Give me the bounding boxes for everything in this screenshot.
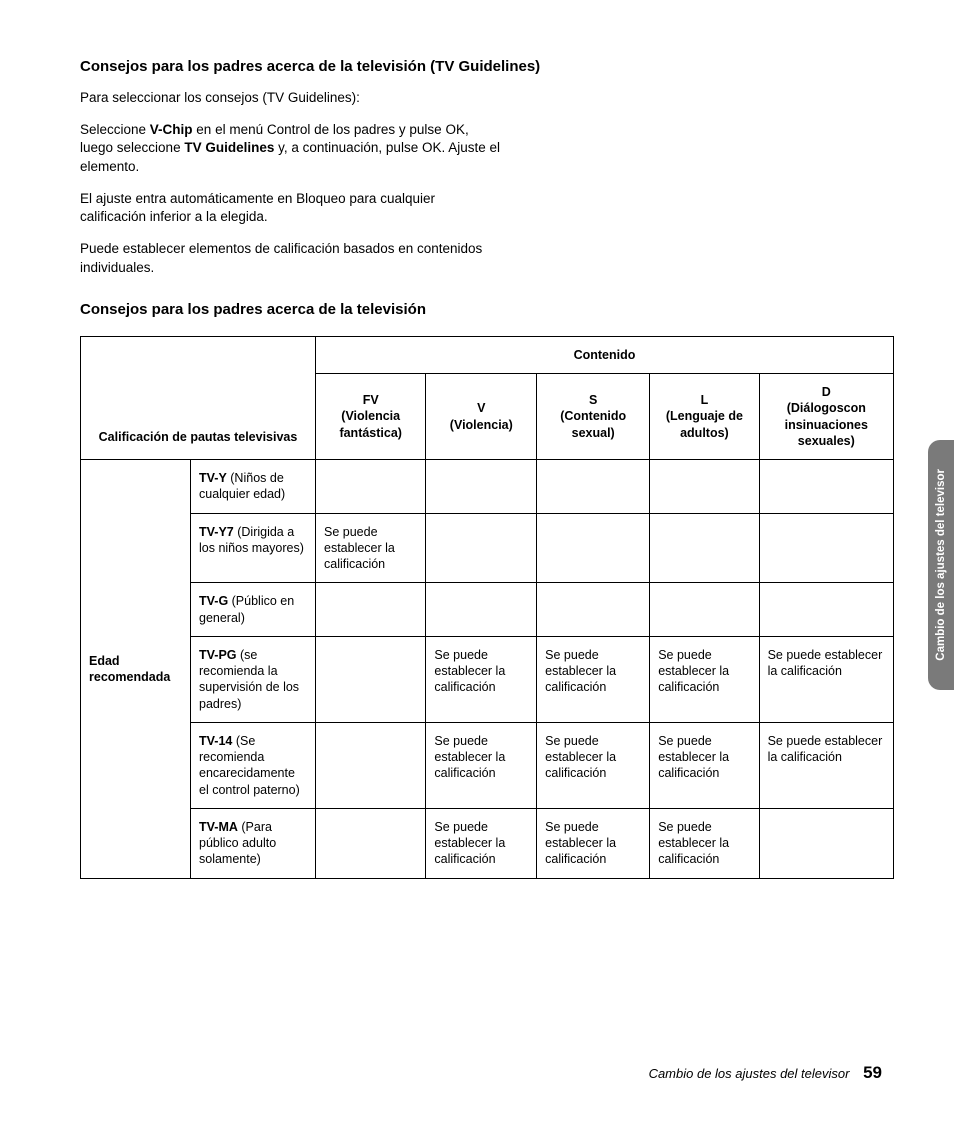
rating-cell: Se puede establecer la calificación bbox=[759, 722, 893, 808]
rating-cell bbox=[537, 513, 650, 583]
intro-text: Para seleccionar los consejos (TV Guidel… bbox=[80, 89, 500, 107]
rating-code: TV-G bbox=[199, 594, 228, 608]
rating-code: TV-Y7 bbox=[199, 525, 234, 539]
rating-cell: Se puede establecer la calificación bbox=[650, 636, 759, 722]
rating-cell: Se puede establecer la calificación bbox=[537, 722, 650, 808]
rating-cell: Se puede establecer la calificación bbox=[650, 808, 759, 878]
p1-d: TV Guidelines bbox=[184, 140, 274, 155]
th-d: D (Diálogoscon insinuaciones sexuales) bbox=[759, 374, 893, 460]
th-ratings: Calificación de pautas televisivas bbox=[81, 336, 316, 459]
th-s-b: S bbox=[589, 393, 597, 407]
rating-code: TV-Y bbox=[199, 471, 227, 485]
page-footer: Cambio de los ajustes del televisor 59 bbox=[649, 1063, 882, 1083]
rating-cell bbox=[537, 460, 650, 514]
rating-code: TV-PG bbox=[199, 648, 237, 662]
th-fv: FV (Violencia fantástica) bbox=[316, 374, 426, 460]
th-d-t: (Diálogoscon insinuaciones sexuales) bbox=[785, 401, 868, 448]
rating-cell bbox=[316, 583, 426, 637]
paragraph-3: Puede establecer elementos de calificaci… bbox=[80, 240, 500, 276]
rating-cell bbox=[537, 583, 650, 637]
th-fv-t: (Violencia fantástica) bbox=[339, 409, 402, 439]
th-s: S (Contenido sexual) bbox=[537, 374, 650, 460]
rating-cell: Se puede establecer la calificación bbox=[537, 808, 650, 878]
th-v-t: (Violencia) bbox=[450, 418, 513, 432]
rating-cell: Se puede establecer la calificación bbox=[316, 513, 426, 583]
th-s-t: (Contenido sexual) bbox=[560, 409, 626, 439]
rating-label: TV-14 (Se recomienda encarecidamente el … bbox=[191, 722, 316, 808]
rating-code: TV-14 bbox=[199, 734, 232, 748]
rating-cell: Se puede establecer la calificación bbox=[650, 722, 759, 808]
side-tab-label: Cambio de los ajustes del televisor bbox=[935, 469, 947, 661]
th-d-b: D bbox=[822, 385, 831, 399]
ratings-table: Calificación de pautas televisivas Conte… bbox=[80, 336, 894, 879]
rating-cell bbox=[426, 460, 537, 514]
rating-cell bbox=[316, 636, 426, 722]
th-l-b: L bbox=[701, 393, 709, 407]
rating-cell: Se puede establecer la calificación bbox=[537, 636, 650, 722]
rating-label: TV-G (Público en general) bbox=[191, 583, 316, 637]
rating-cell bbox=[759, 808, 893, 878]
rating-cell bbox=[316, 808, 426, 878]
paragraph-2: El ajuste entra automáticamente en Bloqu… bbox=[80, 190, 500, 226]
rating-cell: Se puede establecer la calificación bbox=[426, 808, 537, 878]
paragraph-1: Seleccione V-Chip en el menú Control de … bbox=[80, 121, 500, 176]
rating-cell bbox=[426, 583, 537, 637]
rating-label: TV-PG (se recomienda la supervisión de l… bbox=[191, 636, 316, 722]
rating-cell bbox=[759, 460, 893, 514]
p1-b: V-Chip bbox=[150, 122, 193, 137]
rating-cell bbox=[650, 513, 759, 583]
rating-cell bbox=[759, 583, 893, 637]
th-v: V (Violencia) bbox=[426, 374, 537, 460]
rating-cell bbox=[316, 460, 426, 514]
rating-cell bbox=[316, 722, 426, 808]
th-age: Edad recomendada bbox=[81, 460, 191, 879]
side-tab: Cambio de los ajustes del televisor bbox=[928, 440, 954, 690]
th-content: Contenido bbox=[316, 336, 894, 373]
th-fv-b: FV bbox=[363, 393, 379, 407]
rating-label: TV-Y7 (Dirigida a los niños mayores) bbox=[191, 513, 316, 583]
rating-cell bbox=[759, 513, 893, 583]
rating-label: TV-MA (Para público adulto solamente) bbox=[191, 808, 316, 878]
rating-cell: Se puede establecer la calificación bbox=[426, 722, 537, 808]
page-number: 59 bbox=[863, 1063, 882, 1082]
rating-cell bbox=[650, 460, 759, 514]
rating-cell bbox=[426, 513, 537, 583]
rating-cell: Se puede establecer la calificación bbox=[759, 636, 893, 722]
section-heading: Consejos para los padres acerca de la te… bbox=[80, 58, 894, 75]
footer-section: Cambio de los ajustes del televisor bbox=[649, 1066, 850, 1081]
th-v-b: V bbox=[477, 401, 485, 415]
th-l: L (Lenguaje de adultos) bbox=[650, 374, 759, 460]
rating-code: TV-MA bbox=[199, 820, 238, 834]
rating-cell bbox=[650, 583, 759, 637]
p1-a: Seleccione bbox=[80, 122, 150, 137]
rating-label: TV-Y (Niños de cualquier edad) bbox=[191, 460, 316, 514]
th-l-t: (Lenguaje de adultos) bbox=[666, 409, 743, 439]
rating-cell: Se puede establecer la calificación bbox=[426, 636, 537, 722]
subsection-heading: Consejos para los padres acerca de la te… bbox=[80, 301, 894, 318]
